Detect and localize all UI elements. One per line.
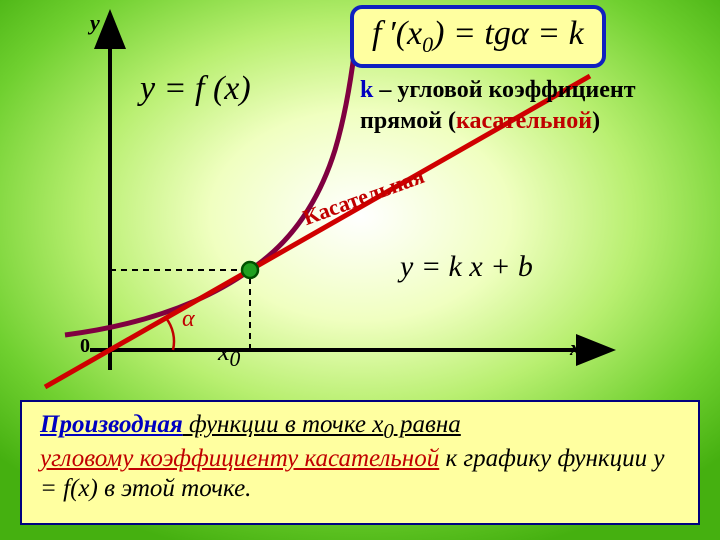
angle-arc xyxy=(166,318,174,350)
x0-label: x0 xyxy=(218,337,240,372)
derivative-formula-box: f ′(x0) = tgα = k xyxy=(350,5,606,68)
curve-equation: y = f (x) xyxy=(140,70,251,108)
origin-label: 0 xyxy=(80,335,90,358)
y-axis-label: y xyxy=(90,10,100,36)
tangent-point xyxy=(242,262,258,278)
slope-description: k – угловой коэффициент прямой (касатель… xyxy=(360,75,636,137)
theorem-box: Производная функции в точке x0 равна угл… xyxy=(20,400,700,525)
x-axis-label: x xyxy=(570,335,581,361)
alpha-label: α xyxy=(182,306,195,333)
tangent-equation: y = k x + b xyxy=(400,250,533,284)
